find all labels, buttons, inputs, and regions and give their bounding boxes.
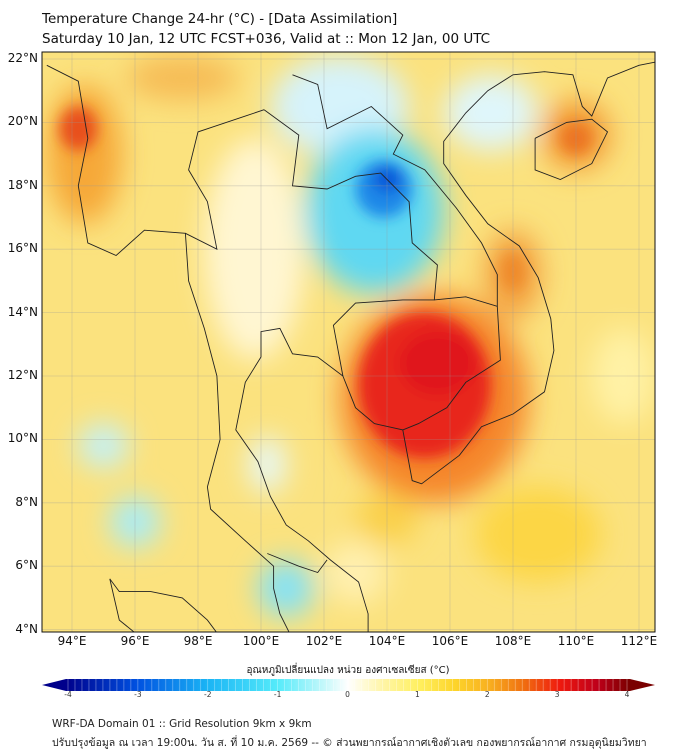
field-anomaly-area [109, 496, 161, 548]
colorbar-min-extend [42, 679, 66, 691]
coastline-border [534, 118, 609, 180]
field-anomaly-area [59, 106, 98, 151]
colorbar [42, 679, 655, 691]
lon-tick-label: 100°E [242, 634, 280, 648]
colorbar-tick-label: 4 [624, 690, 630, 699]
lat-tick-label: 16°N [7, 241, 38, 256]
colorbar-tick-label: 0 [345, 690, 350, 699]
colorbar-label: อุณหภูมิเปลี่ยนแปลง หน่วย องศาเซลเซียส (… [246, 665, 450, 676]
field-anomaly-area [500, 252, 526, 291]
lat-tick-label: 22°N [7, 51, 38, 65]
coastline-border [46, 64, 290, 632]
field-anomaly-area [560, 122, 592, 155]
field-anomaly-area [324, 540, 387, 605]
lon-tick-label: 104°E [368, 634, 406, 648]
footer-model-info: WRF-DA Domain 01 :: Grid Resolution 9km … [52, 718, 312, 730]
colorbar-gradient [66, 679, 630, 691]
lon-tick-label: 108°E [494, 634, 532, 648]
lat-tick-label: 18°N [7, 177, 38, 192]
lat-tick-label: 20°N [7, 114, 38, 129]
field-anomaly-area [355, 493, 419, 545]
figure-title: Temperature Change 24-hr (°C) - [Data As… [42, 11, 398, 27]
lat-tick-label: 14°N [7, 304, 38, 319]
lon-tick-label: 94°E [57, 634, 87, 648]
colorbar-tick-label: 1 [414, 690, 420, 699]
field-anomaly-area [125, 55, 239, 101]
colorbar-max-extend [630, 679, 655, 691]
field-anomaly-area [78, 423, 129, 468]
lon-tick-label: 96°E [120, 634, 150, 648]
field-anomaly-area [475, 486, 602, 583]
coastline-border [292, 74, 498, 307]
field-anomaly-area [248, 436, 287, 494]
coastline-border [263, 109, 438, 377]
colorbar-tick-label: -2 [204, 690, 212, 699]
lon-tick-label: 106°E [431, 634, 469, 648]
lat-tick-label: 4°N [15, 621, 38, 636]
colorbar-tick-label: -4 [64, 690, 72, 699]
colorbar-tick-label: -3 [134, 690, 142, 699]
lon-tick-label: 98°E [183, 634, 213, 648]
footer-update-credit: ปรับปรุงข้อมูล ณ เวลา 19:00น. วัน ส. ที่… [52, 737, 647, 749]
lon-tick-label: 112°E [620, 634, 658, 648]
field-anomaly-area [443, 74, 539, 151]
coastline-border [402, 296, 501, 431]
coastline-border [235, 61, 655, 632]
field-anomaly-area [204, 138, 306, 361]
lat-tick-label: 10°N [7, 431, 38, 446]
colorbar-tick-label: 3 [554, 690, 560, 699]
map-frame [41, 51, 656, 633]
lon-tick-label: 110°E [557, 634, 595, 648]
lat-tick-label: 12°N [7, 368, 38, 382]
lon-tick-label: 102°E [305, 634, 343, 648]
field-anomaly-area [591, 328, 655, 424]
coastline-border [109, 578, 135, 632]
field-anomaly-area [399, 331, 476, 396]
lat-tick-label: 6°N [15, 558, 38, 573]
colorbar-tick-label: -1 [273, 690, 282, 699]
coastline-border [267, 553, 328, 574]
lat-tick-label: 8°N [15, 494, 38, 509]
field-anomaly-area [257, 559, 315, 617]
figure-subtitle: Saturday 10 Jan, 12 UTC FCST+036, Valid … [42, 31, 491, 47]
colorbar-tick-label: 2 [484, 690, 490, 699]
coastline-border [109, 578, 217, 632]
coastline-border [185, 109, 265, 251]
